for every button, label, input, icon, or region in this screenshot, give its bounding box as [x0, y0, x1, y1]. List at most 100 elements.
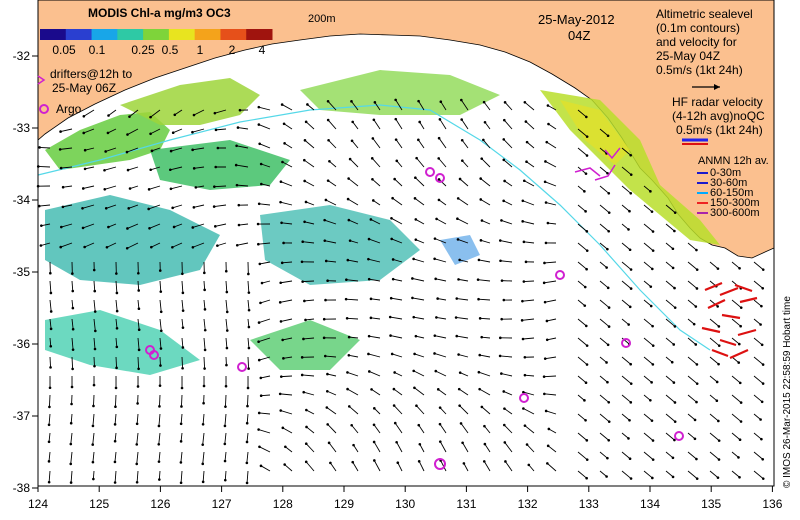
- velocity-vector-head: [671, 475, 675, 479]
- velocity-vector-head: [477, 370, 481, 374]
- velocity-vector-head: [461, 441, 464, 445]
- velocity-vector-head: [224, 384, 228, 388]
- velocity-vector: [92, 470, 95, 480]
- velocity-vector-head: [522, 407, 525, 410]
- velocity-vector-head: [181, 326, 185, 329]
- velocity-vector-head: [651, 249, 655, 252]
- velocity-vector-head: [521, 299, 524, 303]
- velocity-vector: [522, 299, 535, 302]
- velocity-vector-head: [693, 437, 697, 441]
- velocity-vector: [172, 204, 183, 209]
- velocity-vector-head: [629, 192, 633, 195]
- velocity-vector-head: [629, 173, 633, 176]
- velocity-vector: [284, 464, 293, 472]
- velocity-vector: [71, 299, 74, 309]
- velocity-vector-head: [159, 329, 163, 333]
- velocity-vector: [129, 109, 139, 118]
- velocity-vector: [159, 299, 162, 312]
- velocity-vector-head: [47, 460, 51, 463]
- velocity-vector-head: [304, 442, 308, 446]
- velocity-vector-head: [83, 167, 87, 171]
- velocity-vector-head: [607, 192, 611, 195]
- lat-tick-label: -36: [13, 337, 31, 351]
- velocity-vector: [327, 424, 337, 434]
- velocity-vector: [349, 158, 359, 168]
- velocity-vector: [546, 318, 557, 322]
- velocity-vector-head: [238, 108, 242, 112]
- velocity-vector-head: [278, 301, 282, 304]
- velocity-vector: [136, 413, 139, 424]
- velocity-vector: [372, 178, 381, 187]
- velocity-vector-head: [82, 114, 86, 118]
- velocity-vector-head: [179, 461, 183, 464]
- velocity-vector-head: [169, 187, 173, 191]
- velocity-vector: [306, 409, 315, 415]
- velocity-vector: [373, 424, 381, 434]
- velocity-vector-head: [716, 267, 720, 270]
- velocity-vector: [149, 223, 161, 229]
- velocity-vector-head: [49, 344, 53, 348]
- velocity-vector: [503, 159, 513, 168]
- velocity-vector: [258, 124, 271, 130]
- velocity-vector: [395, 139, 403, 149]
- velocity-vector: [621, 356, 631, 365]
- velocity-vector-head: [651, 476, 654, 480]
- velocity-vector: [282, 337, 293, 341]
- velocity-vector-head: [480, 219, 484, 222]
- velocity-vector-head: [225, 346, 229, 350]
- velocity-vector-head: [503, 441, 507, 444]
- velocity-vector-head: [126, 168, 130, 172]
- velocity-vector: [599, 337, 609, 346]
- velocity-vector-head: [127, 207, 131, 210]
- velocity-vector: [394, 422, 403, 434]
- velocity-vector-head: [245, 461, 249, 465]
- velocity-vector-head: [523, 101, 527, 104]
- velocity-vector-head: [629, 268, 633, 271]
- velocity-vector: [115, 280, 118, 293]
- velocity-vector: [353, 444, 359, 453]
- velocity-vector: [416, 405, 425, 415]
- velocity-vector-head: [159, 347, 163, 350]
- velocity-vector-head: [304, 200, 308, 204]
- velocity-vector-head: [394, 117, 398, 121]
- velocity-vector: [258, 337, 271, 343]
- velocity-vector-head: [191, 130, 194, 134]
- velocity-vector: [150, 109, 161, 118]
- velocity-vector-head: [256, 222, 260, 226]
- velocity-vector: [390, 316, 403, 320]
- velocity-vector: [280, 280, 293, 284]
- velocity-vector-head: [606, 456, 609, 460]
- velocity-vector-head: [201, 480, 205, 484]
- velocity-vector-head: [369, 316, 373, 320]
- velocity-vector: [214, 204, 227, 208]
- velocity-vector: [370, 219, 381, 225]
- velocity-vector-head: [502, 390, 506, 393]
- velocity-vector-head: [346, 371, 349, 374]
- velocity-vector-head: [415, 404, 418, 408]
- velocity-vector: [60, 128, 73, 133]
- velocity-vector: [731, 470, 740, 478]
- velocity-vector: [396, 160, 403, 168]
- velocity-vector-head: [607, 325, 611, 328]
- velocity-vector: [203, 337, 206, 350]
- velocity-vector: [621, 413, 630, 421]
- velocity-vector: [481, 406, 491, 415]
- velocity-vector: [261, 280, 271, 284]
- velocity-vector-head: [284, 445, 287, 449]
- velocity-vector: [643, 242, 654, 251]
- velocity-vector: [709, 432, 720, 441]
- velocity-vector: [577, 451, 588, 461]
- velocity-vector: [478, 279, 491, 282]
- velocity-vector-head: [717, 439, 721, 442]
- velocity-vector-head: [673, 325, 677, 328]
- velocity-vector-head: [258, 445, 261, 449]
- velocity-vector: [753, 356, 764, 365]
- velocity-vector-head: [304, 460, 308, 464]
- velocity-vector-head: [412, 315, 416, 319]
- velocity-vector: [503, 424, 513, 434]
- velocity-vector: [503, 139, 513, 149]
- velocity-vector-head: [279, 180, 283, 184]
- hf-radar-legend: HF radar velocity (4-12h avg)noQC 0.5m/s…: [672, 95, 765, 145]
- lat-tick-label: -38: [13, 481, 31, 495]
- velocity-vector-head: [760, 304, 763, 308]
